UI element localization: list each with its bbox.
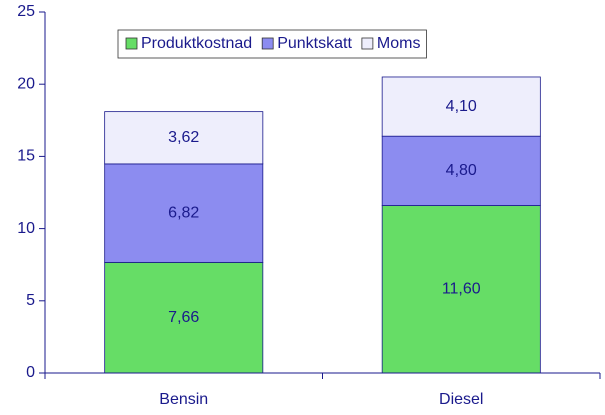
legend-swatch — [125, 37, 138, 50]
bar-segment — [381, 76, 541, 137]
value-label: 4,80 — [446, 162, 477, 179]
bar-segment — [381, 135, 541, 206]
y-tick-label: 0 — [26, 364, 35, 381]
x-tick-label: Diesel — [439, 391, 483, 408]
legend-box — [117, 29, 427, 59]
y-tick-label: 20 — [17, 75, 35, 92]
bar-segment — [104, 163, 264, 263]
y-tick-label: 5 — [26, 292, 35, 309]
legend-label: Moms — [377, 35, 421, 52]
y-tick-label: 15 — [17, 148, 35, 165]
value-label: 7,66 — [168, 309, 199, 326]
y-tick-label: 10 — [17, 220, 35, 237]
y-tick-label: 25 — [17, 3, 35, 20]
legend-swatch — [361, 37, 374, 50]
legend-label: Punktskatt — [277, 35, 352, 52]
value-label: 3,62 — [168, 129, 199, 146]
x-tick-label: Bensin — [159, 391, 208, 408]
bar-segment — [104, 111, 264, 165]
legend-swatch — [261, 37, 274, 50]
value-label: 11,60 — [442, 280, 481, 297]
value-label: 6,82 — [168, 204, 199, 221]
legend-label: Produktkostnad — [141, 35, 252, 52]
value-label: 4,10 — [446, 98, 477, 115]
